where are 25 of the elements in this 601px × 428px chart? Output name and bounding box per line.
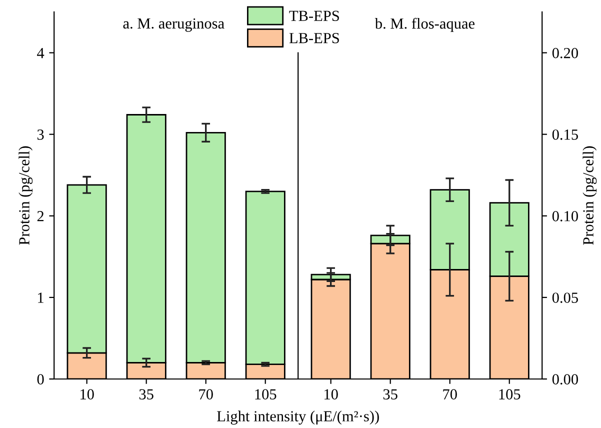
x-axis-title: Light intensity (μE/(m²·s)) <box>217 410 379 425</box>
y2-tick-label: 0.05 <box>552 292 578 303</box>
y2-tick-label: 0.15 <box>552 129 578 140</box>
chart-title: b. M. flos-aquae <box>374 18 475 32</box>
y2-tick-label: 0.10 <box>552 211 578 222</box>
y-tick-label: 2 <box>37 211 44 222</box>
y-tick-label: 4 <box>37 48 44 58</box>
x-tick-label: 35 <box>383 389 398 400</box>
y2-tick-label: 0.20 <box>552 48 578 58</box>
x-tick-label: 70 <box>443 389 457 400</box>
y-tick-label: 0 <box>37 374 44 384</box>
y-tick-label: 3 <box>37 130 44 140</box>
x-tick-label: 10 <box>80 389 94 400</box>
x-tick-label: 10 <box>324 389 338 400</box>
x-tick-label: 35 <box>139 389 154 400</box>
legend-label: LB-EPS <box>289 32 339 44</box>
legend-label: TB-EPS <box>289 10 339 22</box>
x-tick-label: 105 <box>255 389 276 400</box>
x-tick-label: 105 <box>499 389 520 400</box>
y-axis-title: Protein (pg/cell) <box>18 146 33 245</box>
y-tick-label: 1 <box>38 292 44 303</box>
x-tick-label: 70 <box>199 389 213 400</box>
y2-tick-label: 0.00 <box>552 374 578 385</box>
chart-title: a. M. aeruginosa <box>123 18 224 32</box>
y2-axis-title: Protein (pg/cell) <box>582 146 597 245</box>
